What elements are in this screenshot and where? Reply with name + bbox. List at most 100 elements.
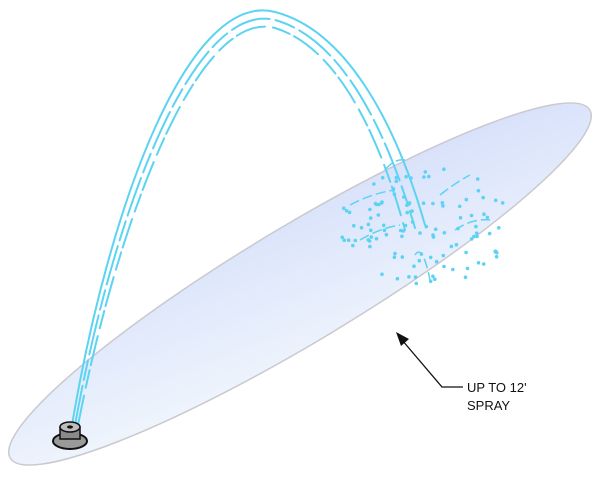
droplet — [405, 210, 410, 215]
droplet — [380, 175, 385, 180]
droplet — [454, 242, 459, 247]
droplet — [368, 216, 373, 220]
droplet — [451, 267, 455, 272]
droplet — [431, 233, 435, 237]
droplet — [407, 201, 412, 205]
droplet — [344, 209, 349, 213]
droplet — [497, 226, 501, 230]
spray-droplets — [340, 158, 505, 286]
droplet — [412, 264, 416, 269]
droplet — [368, 244, 372, 249]
droplet — [469, 213, 474, 218]
droplet — [410, 220, 415, 224]
droplet — [401, 229, 406, 233]
droplet — [475, 177, 480, 181]
droplet — [342, 206, 346, 211]
droplet — [465, 266, 470, 271]
spray-streak — [359, 224, 401, 241]
droplet — [500, 201, 505, 205]
droplet — [359, 225, 364, 230]
nozzle — [52, 421, 88, 450]
droplet — [340, 235, 345, 240]
droplet — [400, 255, 405, 259]
droplet — [382, 223, 386, 228]
spray-area — [7, 102, 593, 466]
droplet — [367, 239, 372, 243]
droplet — [403, 223, 408, 228]
droplet — [434, 259, 439, 264]
droplet — [346, 238, 351, 242]
callout-line: SPRAY — [467, 398, 510, 413]
droplet — [409, 176, 413, 180]
droplet — [428, 279, 433, 284]
droplet — [374, 236, 379, 241]
droplet — [395, 276, 400, 281]
droplet — [472, 234, 476, 239]
droplet — [475, 234, 479, 239]
droplet — [394, 175, 399, 180]
droplet — [493, 249, 498, 253]
droplet — [442, 231, 447, 235]
droplet — [410, 209, 414, 213]
water-arc — [71, 9, 426, 426]
droplet — [376, 213, 381, 217]
droplet — [442, 167, 446, 171]
droplet — [485, 215, 490, 220]
droplet — [423, 170, 428, 174]
droplet — [394, 179, 399, 183]
droplet — [431, 274, 435, 279]
droplet — [427, 174, 431, 179]
droplet — [431, 201, 435, 206]
droplet — [433, 277, 437, 282]
droplet — [417, 258, 422, 263]
callout-line: UP TO 12' — [467, 380, 527, 395]
droplet — [424, 224, 429, 229]
droplet — [474, 224, 478, 229]
droplet — [384, 232, 389, 237]
droplet — [457, 204, 462, 209]
leader-arrow — [396, 332, 463, 388]
droplet — [482, 212, 486, 216]
droplet — [414, 281, 419, 286]
droplet — [494, 254, 499, 259]
droplet — [464, 197, 469, 202]
droplet — [442, 264, 446, 269]
droplet — [351, 243, 355, 248]
droplet — [342, 238, 347, 242]
droplet — [440, 201, 445, 205]
droplet — [464, 250, 468, 255]
droplet — [413, 275, 418, 279]
droplet — [441, 204, 445, 208]
droplet — [400, 234, 404, 239]
droplet — [369, 235, 374, 239]
spray-streak — [349, 189, 396, 206]
droplet — [469, 237, 474, 241]
droplet — [421, 201, 426, 205]
droplet — [380, 272, 384, 277]
droplet — [422, 175, 426, 179]
droplet — [392, 192, 397, 197]
droplet — [373, 201, 378, 206]
droplet — [433, 227, 438, 232]
droplet — [474, 231, 479, 235]
droplet — [379, 201, 384, 205]
droplet — [392, 255, 397, 260]
droplet — [393, 251, 397, 256]
droplet — [449, 244, 454, 249]
droplet — [463, 275, 468, 280]
droplet — [476, 261, 481, 265]
droplet — [487, 231, 492, 236]
droplet — [441, 253, 446, 258]
droplet — [428, 255, 433, 260]
droplet — [352, 223, 356, 228]
droplet — [353, 238, 358, 243]
droplet — [458, 216, 463, 220]
droplet — [405, 203, 409, 207]
droplet — [476, 188, 481, 193]
droplet — [347, 210, 352, 215]
droplet — [493, 198, 498, 203]
spray-streak — [454, 218, 491, 231]
droplet — [369, 228, 373, 233]
